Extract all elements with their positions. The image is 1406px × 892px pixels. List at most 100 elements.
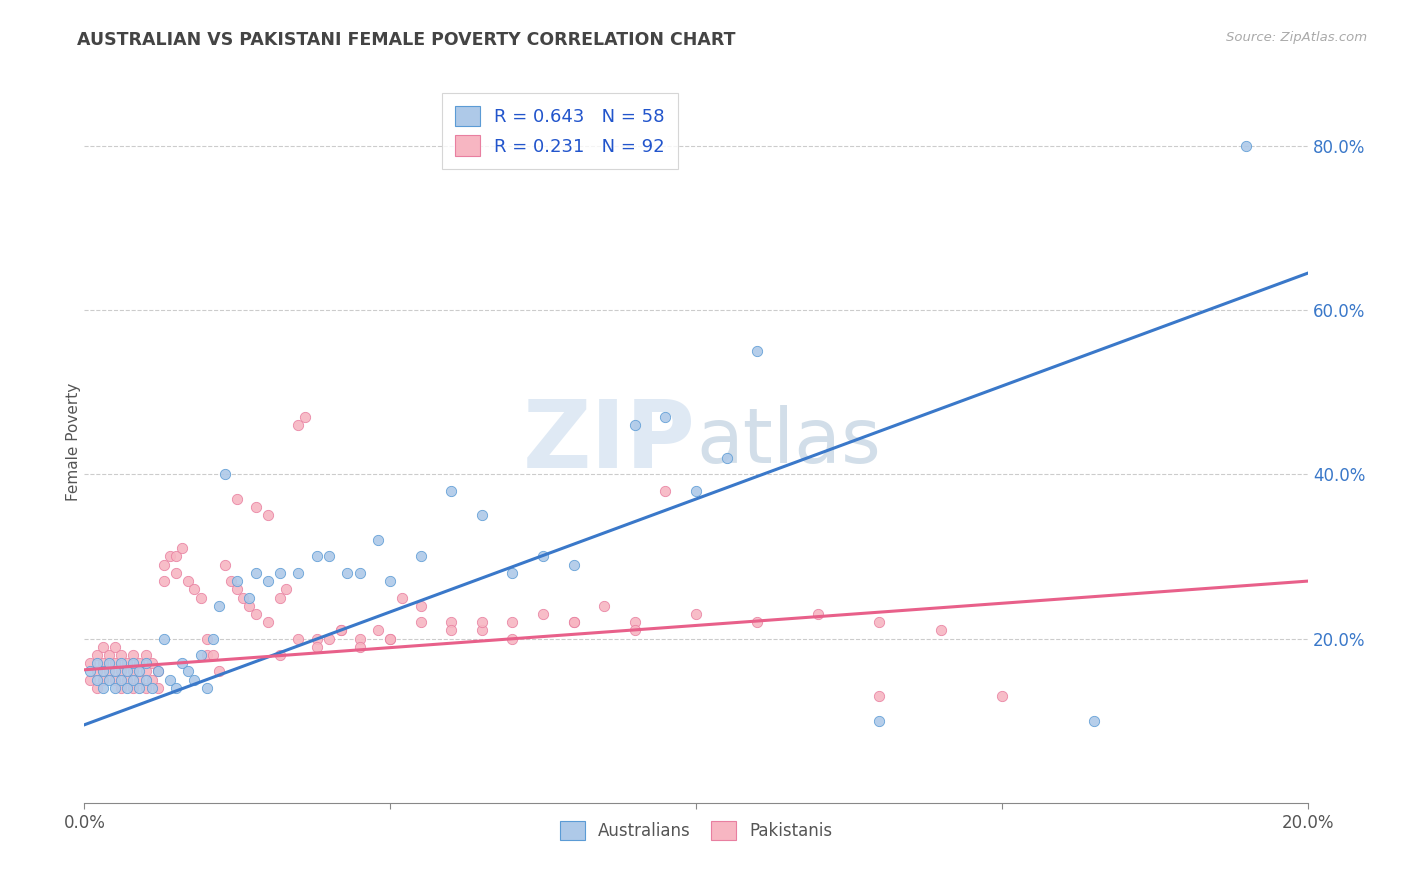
Point <box>165 549 187 564</box>
Point <box>79 673 101 687</box>
Point <box>141 657 163 671</box>
Point <box>122 681 145 695</box>
Point <box>502 632 524 646</box>
Point <box>624 615 647 630</box>
Point <box>349 640 371 654</box>
Point <box>177 574 200 588</box>
Point <box>562 558 585 572</box>
Point <box>159 549 181 564</box>
Point <box>287 418 309 433</box>
Point <box>654 483 676 498</box>
Point <box>409 549 432 564</box>
Point <box>135 673 157 687</box>
Point <box>624 624 647 638</box>
Point <box>440 624 463 638</box>
Y-axis label: Female Poverty: Female Poverty <box>66 383 80 500</box>
Point <box>305 640 328 654</box>
Point <box>201 632 224 646</box>
Point <box>269 566 291 580</box>
Point <box>201 648 224 662</box>
Point <box>380 632 402 646</box>
Point <box>226 574 249 588</box>
Point <box>110 648 132 662</box>
Point <box>97 673 120 687</box>
Point <box>391 591 413 605</box>
Point <box>110 681 132 695</box>
Point <box>531 549 554 564</box>
Point <box>502 566 524 580</box>
Point <box>165 681 187 695</box>
Point <box>869 615 891 630</box>
Point <box>624 418 647 433</box>
Point <box>115 665 138 679</box>
Point <box>380 574 402 588</box>
Point <box>471 624 494 638</box>
Point <box>135 681 157 695</box>
Point <box>79 665 101 679</box>
Point <box>562 615 585 630</box>
Point <box>195 632 218 646</box>
Point <box>128 665 150 679</box>
Point <box>349 632 371 646</box>
Point <box>257 508 280 523</box>
Point <box>128 681 150 695</box>
Point <box>104 673 127 687</box>
Point <box>269 648 291 662</box>
Point <box>86 681 108 695</box>
Point <box>747 615 769 630</box>
Point <box>172 657 194 671</box>
Point <box>654 409 676 424</box>
Point <box>869 689 891 703</box>
Point <box>86 648 108 662</box>
Point <box>305 632 328 646</box>
Point <box>747 344 769 359</box>
Point <box>238 599 260 613</box>
Point <box>245 566 267 580</box>
Point <box>330 624 353 638</box>
Point <box>245 500 267 515</box>
Point <box>115 657 138 671</box>
Text: AUSTRALIAN VS PAKISTANI FEMALE POVERTY CORRELATION CHART: AUSTRALIAN VS PAKISTANI FEMALE POVERTY C… <box>77 31 735 49</box>
Point <box>91 665 114 679</box>
Point <box>110 657 132 671</box>
Point <box>685 607 707 621</box>
Point <box>172 541 194 556</box>
Point <box>91 657 114 671</box>
Point <box>440 615 463 630</box>
Point <box>122 673 145 687</box>
Point <box>330 624 353 638</box>
Point <box>440 483 463 498</box>
Point <box>305 549 328 564</box>
Point <box>245 607 267 621</box>
Point <box>336 566 359 580</box>
Point <box>141 681 163 695</box>
Point <box>122 648 145 662</box>
Point <box>128 673 150 687</box>
Point <box>380 632 402 646</box>
Point <box>807 607 830 621</box>
Point <box>276 582 298 597</box>
Point <box>208 665 231 679</box>
Point <box>409 599 432 613</box>
Point <box>135 648 157 662</box>
Point <box>367 533 389 547</box>
Point <box>219 574 242 588</box>
Point <box>318 549 340 564</box>
Point <box>214 558 236 572</box>
Point <box>190 648 212 662</box>
Point <box>294 409 316 424</box>
Point <box>86 657 108 671</box>
Point <box>97 648 120 662</box>
Point <box>685 483 707 498</box>
Point <box>135 665 157 679</box>
Point <box>502 615 524 630</box>
Point <box>91 640 114 654</box>
Point <box>195 648 218 662</box>
Point <box>110 665 132 679</box>
Point <box>409 615 432 630</box>
Text: ZIP: ZIP <box>523 395 696 488</box>
Point <box>104 640 127 654</box>
Point <box>153 558 176 572</box>
Point <box>97 657 120 671</box>
Point <box>141 673 163 687</box>
